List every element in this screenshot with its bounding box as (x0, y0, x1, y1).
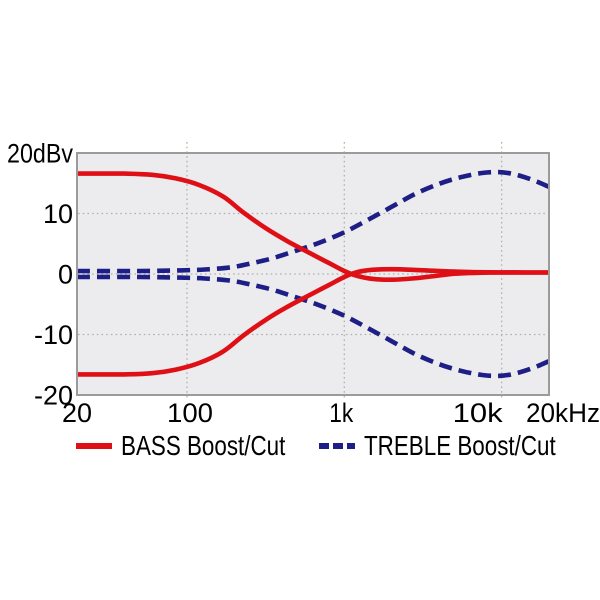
y-tick-label--10: -10 (34, 320, 73, 350)
y-tick-label-10: 10 (43, 199, 73, 229)
y-tick-label-0: 0 (58, 260, 73, 290)
x-tick-label-1k: 1k (329, 398, 353, 428)
curve-bass-cut (76, 266, 549, 377)
legend-item-bass: BASS Boost/Cut (75, 432, 326, 460)
y-tick-label--20: -20 (34, 381, 73, 411)
x-tick-label-20: 20 (62, 398, 92, 428)
x-tick-label-20kHz: 20kHz (526, 398, 600, 428)
legend-item-treble: TREBLE Boost/Cut (318, 432, 600, 460)
legend-label-bass: BASS Boost/Cut (121, 430, 286, 461)
legend-label-treble: TREBLE Boost/Cut (364, 430, 556, 461)
curve-treble-boost (76, 169, 550, 274)
y-tick-label-20dBv: 20dBv (7, 139, 73, 169)
bass-solid-line-swatch (76, 443, 112, 449)
treble-dashed-line-swatch (319, 443, 355, 449)
x-tick-label-10k: 10k (453, 398, 504, 428)
plot-border (76, 152, 550, 396)
curves-layer (76, 169, 550, 379)
curve-treble-cut (76, 274, 550, 379)
x-tick-label-100: 100 (167, 398, 213, 428)
